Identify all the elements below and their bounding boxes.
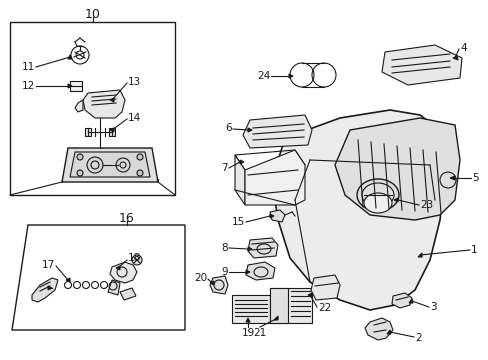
Polygon shape [247, 247, 251, 251]
Polygon shape [393, 198, 397, 202]
Polygon shape [235, 155, 244, 205]
Text: 11: 11 [21, 62, 35, 72]
Circle shape [77, 170, 83, 176]
Text: 16: 16 [119, 212, 135, 225]
Text: 22: 22 [317, 303, 330, 313]
Bar [269, 288, 287, 323]
Polygon shape [110, 98, 114, 102]
Bar [10, 22, 175, 195]
Text: 21: 21 [253, 328, 266, 338]
Ellipse shape [363, 193, 391, 213]
Polygon shape [243, 115, 311, 148]
Text: 5: 5 [471, 173, 478, 183]
Polygon shape [85, 128, 91, 136]
Polygon shape [75, 100, 83, 112]
Polygon shape [48, 286, 52, 290]
Polygon shape [110, 262, 137, 283]
Polygon shape [334, 118, 459, 220]
Polygon shape [245, 270, 249, 274]
Text: 1: 1 [470, 245, 477, 255]
Polygon shape [209, 276, 227, 294]
Polygon shape [109, 128, 115, 136]
Polygon shape [240, 160, 244, 164]
Text: 14: 14 [128, 113, 141, 123]
Polygon shape [66, 278, 70, 282]
Polygon shape [68, 84, 72, 88]
Polygon shape [32, 278, 58, 302]
Polygon shape [269, 214, 273, 218]
Polygon shape [269, 210, 285, 222]
Polygon shape [108, 280, 120, 295]
Circle shape [137, 154, 142, 160]
Polygon shape [244, 150, 305, 205]
Polygon shape [68, 55, 72, 59]
Polygon shape [62, 148, 158, 182]
Bar [269, 288, 311, 323]
Text: 4: 4 [459, 43, 466, 53]
Text: 3: 3 [429, 302, 436, 312]
Text: 12: 12 [21, 81, 35, 91]
Polygon shape [83, 90, 125, 118]
Polygon shape [70, 152, 150, 177]
Circle shape [77, 154, 83, 160]
Polygon shape [310, 275, 339, 300]
Text: 17: 17 [41, 260, 55, 270]
Polygon shape [381, 45, 461, 85]
Polygon shape [386, 330, 390, 334]
Text: 6: 6 [225, 123, 231, 133]
Polygon shape [452, 56, 457, 60]
Text: 9: 9 [221, 267, 227, 277]
Polygon shape [209, 281, 214, 285]
Polygon shape [307, 293, 311, 297]
Polygon shape [408, 299, 412, 303]
Polygon shape [273, 316, 278, 320]
Polygon shape [417, 253, 421, 257]
Bar [231, 295, 269, 323]
Polygon shape [247, 128, 251, 132]
Polygon shape [391, 293, 411, 308]
Polygon shape [120, 288, 136, 300]
Text: 10: 10 [85, 8, 101, 21]
Text: 24: 24 [256, 71, 269, 81]
Polygon shape [247, 238, 278, 258]
Text: 18: 18 [128, 253, 141, 263]
Polygon shape [364, 318, 392, 340]
Polygon shape [271, 110, 444, 310]
Polygon shape [449, 176, 454, 180]
Polygon shape [116, 266, 120, 270]
Text: 19: 19 [241, 328, 254, 338]
Text: 20: 20 [193, 273, 206, 283]
Polygon shape [245, 262, 274, 280]
Text: 2: 2 [414, 333, 421, 343]
Polygon shape [70, 81, 82, 91]
Text: 7: 7 [221, 163, 227, 173]
Text: 23: 23 [419, 200, 432, 210]
Polygon shape [110, 128, 114, 132]
Circle shape [137, 170, 142, 176]
Text: 15: 15 [231, 217, 244, 227]
Circle shape [132, 255, 142, 265]
Polygon shape [288, 74, 292, 78]
Polygon shape [245, 318, 249, 322]
Text: 13: 13 [128, 77, 141, 87]
Text: 8: 8 [221, 243, 227, 253]
